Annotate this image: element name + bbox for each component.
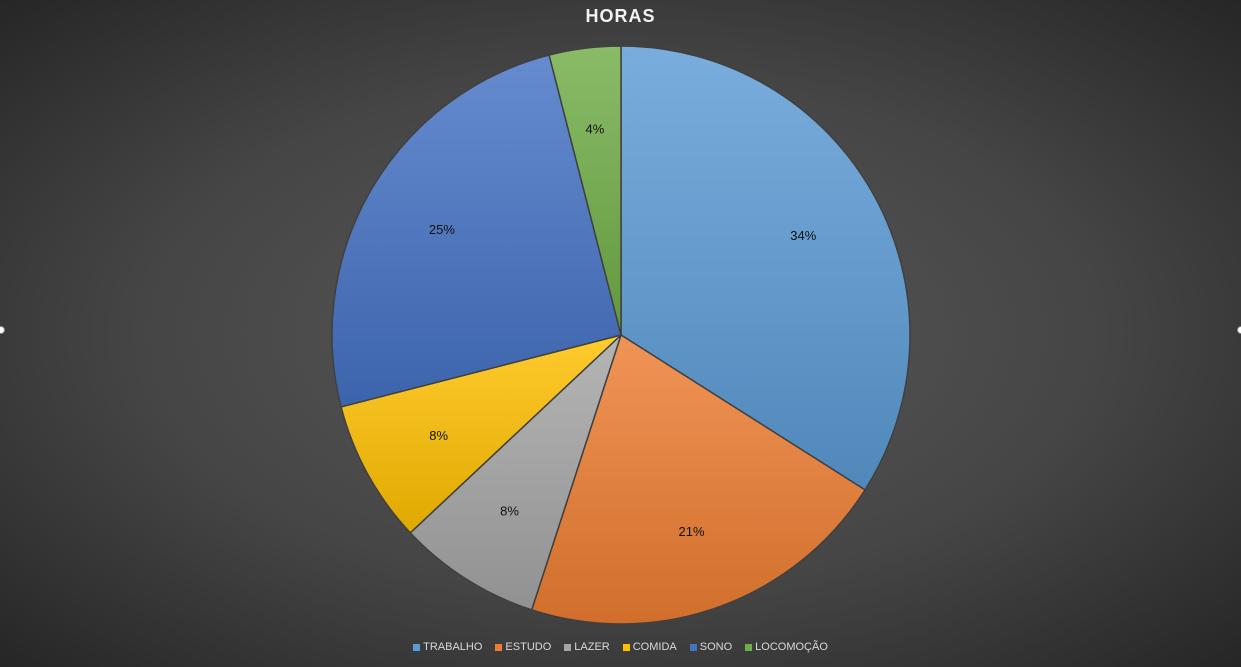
legend-label: TRABALHO — [423, 641, 483, 653]
legend-item-locomocao: LOCOMOÇÃO — [745, 641, 828, 653]
legend-swatch — [622, 643, 630, 651]
legend-swatch — [745, 643, 753, 651]
legend-label: COMIDA — [632, 641, 677, 653]
legend-item-comida: COMIDA — [622, 641, 677, 653]
legend-label: ESTUDO — [505, 641, 552, 653]
data-label-trabalho: 34% — [790, 228, 816, 243]
legend-swatch — [689, 643, 697, 651]
legend-item-sono: SONO — [689, 641, 733, 653]
data-label-estudo: 21% — [678, 524, 704, 539]
pie-slice-sono[interactable] — [331, 54, 622, 408]
resize-handle-left[interactable] — [0, 326, 5, 334]
legend-swatch — [564, 643, 572, 651]
legend-label: LOCOMOÇÃO — [755, 641, 828, 653]
pie-slice-trabalho[interactable] — [620, 45, 911, 491]
pie-slice-comida[interactable] — [340, 334, 622, 534]
resize-handle-right[interactable] — [1237, 326, 1241, 334]
legend-item-estudo: ESTUDO — [495, 641, 551, 653]
legend-item-lazer: LAZER — [564, 641, 610, 653]
pie-slice-estudo[interactable] — [530, 333, 867, 625]
legend-swatch — [413, 643, 421, 651]
data-label-comida: 8% — [429, 428, 448, 443]
data-label-locomocao: 4% — [586, 122, 605, 137]
legend-label: SONO — [699, 641, 733, 653]
pie-slice-lazer[interactable] — [409, 334, 622, 611]
legend: TRABALHO ESTUDO LAZER COMIDA SONO LOCOMOÇÃO — [0, 641, 1241, 653]
legend-item-trabalho: TRABALHO — [413, 641, 482, 653]
data-label-sono: 25% — [429, 222, 455, 237]
legend-label: LAZER — [574, 641, 610, 653]
legend-swatch — [495, 643, 503, 651]
data-label-lazer: 8% — [500, 504, 519, 519]
pie-slice-locomocao[interactable] — [548, 45, 622, 336]
chart-title: HORAS — [585, 6, 656, 26]
